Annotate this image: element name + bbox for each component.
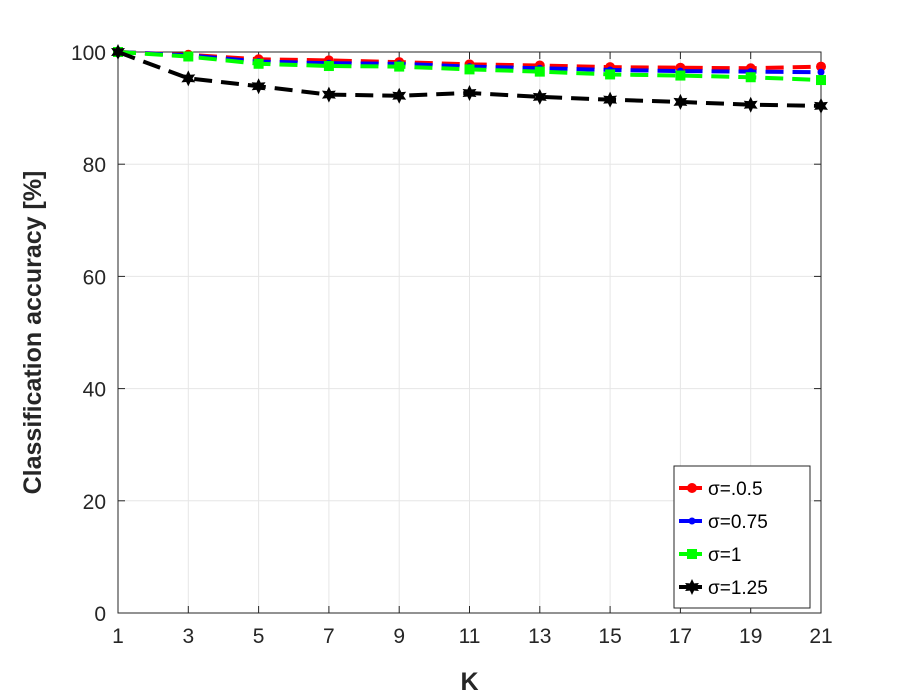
x-tick-label: 1: [112, 625, 124, 648]
data-point: [688, 517, 696, 525]
series-group: [111, 44, 828, 114]
legend-item: σ=0.75: [679, 512, 768, 533]
x-tick-label: 21: [809, 625, 832, 648]
data-point: [605, 69, 616, 80]
data-point: [394, 61, 405, 72]
y-axis-ticks: 0 20 40 60 80 100: [71, 42, 821, 626]
data-point: [673, 93, 688, 110]
legend-item: σ=1: [679, 545, 741, 566]
data-point: [532, 88, 547, 105]
data-point: [685, 579, 699, 595]
data-point: [603, 91, 618, 108]
data-point: [321, 86, 336, 103]
x-tick-label: 13: [528, 625, 551, 648]
x-tick-label: 9: [393, 625, 405, 648]
x-tick-label: 5: [253, 625, 265, 648]
x-tick-label: 19: [739, 625, 762, 648]
y-tick-label: 0: [94, 603, 106, 626]
data-point: [183, 51, 194, 62]
data-point: [323, 61, 334, 72]
legend: σ=.0.5 σ=0.75 σ=1 σ=1.25: [673, 465, 811, 609]
data-point: [817, 68, 825, 76]
data-point: [745, 72, 756, 83]
x-tick-label: 7: [323, 625, 335, 648]
legend-label: σ=1.25: [708, 578, 768, 599]
data-point: [675, 70, 686, 81]
y-tick-label: 60: [83, 266, 106, 289]
series-4: [111, 44, 828, 114]
data-point: [816, 61, 826, 72]
x-tick-label: 15: [598, 625, 621, 648]
data-point: [534, 66, 545, 77]
data-point: [816, 75, 826, 86]
y-tick-label: 20: [83, 491, 106, 514]
x-tick-label: 17: [669, 625, 692, 648]
legend-item: σ=.0.5: [679, 479, 763, 500]
data-point: [687, 549, 697, 559]
data-point: [111, 44, 125, 60]
legend-item: σ=1.25: [679, 578, 768, 599]
data-point: [253, 58, 264, 69]
data-point: [743, 96, 758, 113]
data-point: [181, 70, 196, 87]
y-tick-label: 80: [83, 154, 106, 177]
data-point: [392, 87, 407, 104]
x-tick-label: 11: [459, 625, 481, 648]
y-tick-label: 100: [71, 42, 106, 65]
data-point: [251, 78, 266, 95]
legend-label: σ=1: [708, 545, 741, 566]
y-axis-label: Classification accuracy [%]: [19, 171, 47, 495]
legend-label: σ=0.75: [708, 512, 768, 533]
x-axis-ticks: 1 3 5 7 9 11 13 15 17 19 21: [112, 52, 833, 648]
legend-label: σ=.0.5: [708, 479, 763, 500]
data-point: [462, 84, 477, 101]
data-point: [464, 64, 475, 75]
data-point: [687, 483, 697, 493]
y-tick-label: 40: [83, 379, 106, 402]
x-tick-label: 3: [182, 625, 194, 648]
series-3: [113, 47, 826, 86]
data-point: [814, 97, 828, 114]
x-axis-label: K: [460, 668, 478, 696]
